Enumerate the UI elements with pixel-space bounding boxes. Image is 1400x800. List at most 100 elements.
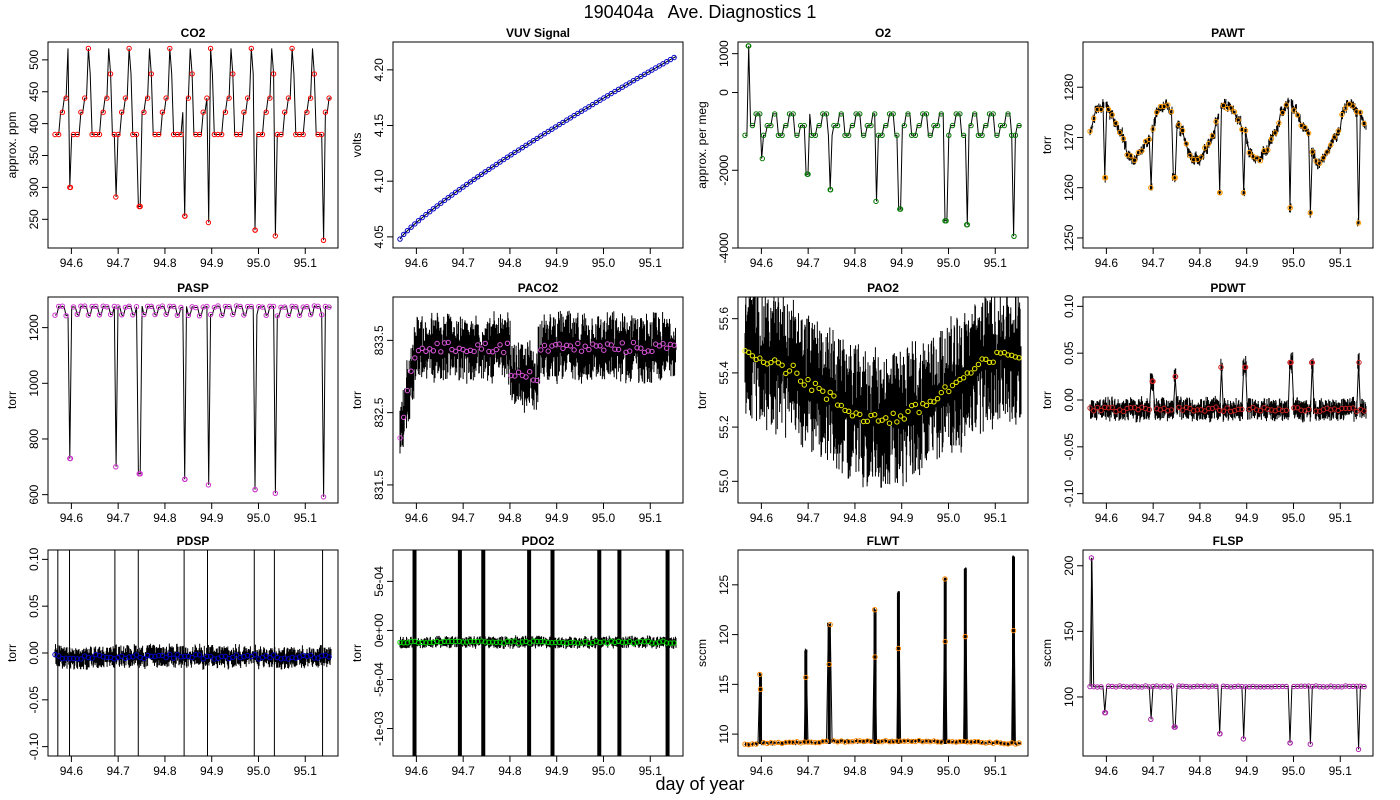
data-point: [742, 132, 748, 139]
data-point: [1246, 684, 1253, 690]
data-point: [564, 342, 570, 348]
data-point: [783, 370, 789, 377]
data-point: [300, 131, 306, 138]
data-point: [423, 640, 429, 646]
data-point: [1361, 684, 1367, 690]
y-tick-label: -0.05: [27, 686, 41, 714]
data-point: [575, 340, 581, 347]
data-point: [905, 111, 911, 117]
data-point: [282, 655, 288, 661]
data-point: [1228, 105, 1234, 111]
data-point: [512, 373, 518, 379]
data-point: [842, 132, 848, 139]
data-point: [597, 97, 603, 103]
x-tick-label: 94.9: [890, 764, 914, 778]
data-point: [148, 653, 155, 659]
data-point: [1091, 408, 1097, 414]
data-point: [764, 122, 770, 129]
data-point: [1302, 683, 1308, 689]
data-point: [1235, 406, 1241, 412]
data-point: [497, 342, 503, 348]
x-tick-label: 94.7: [796, 256, 820, 270]
data-point: [508, 152, 514, 158]
data-point: [656, 639, 662, 645]
data-point: [1117, 129, 1123, 136]
data-point: [872, 607, 878, 613]
data-point: [56, 303, 62, 310]
data-point: [289, 303, 295, 309]
panel-title: PASP: [177, 281, 209, 295]
data-point: [1087, 128, 1093, 135]
data-point: [1001, 741, 1007, 747]
y-axis-label: torr: [350, 644, 364, 662]
data-point: [1016, 740, 1022, 746]
panel-title: PDO2: [522, 534, 555, 548]
data-point: [979, 739, 985, 746]
data-point: [59, 109, 66, 115]
data-point: [415, 218, 422, 224]
data-point: [997, 350, 1004, 356]
data-point: [753, 741, 759, 747]
data-point: [107, 311, 114, 318]
data-point: [1135, 684, 1141, 690]
data-point: [464, 639, 470, 645]
data-point: [912, 738, 919, 745]
data-point: [219, 312, 225, 318]
data-point: [645, 348, 651, 354]
data-point-dip: [1242, 364, 1248, 370]
data-point: [1087, 405, 1093, 411]
data-point: [215, 131, 221, 138]
y-tick-label: 0.10: [1062, 294, 1076, 318]
data-point: [1128, 405, 1134, 411]
data-point: [289, 654, 295, 661]
data-point: [307, 95, 314, 101]
y-tick-label: 0: [717, 89, 731, 96]
data-point: [997, 740, 1004, 746]
data-point: [497, 159, 503, 165]
data-point: [1139, 148, 1145, 154]
x-tick-label: 94.8: [498, 764, 522, 778]
data-point: [649, 348, 655, 355]
y-tick-label: 110: [717, 724, 731, 743]
panel-o2: O2 approx. per meg 94.6 94.7 94.8 94.9 95.0 95.…: [695, 26, 1029, 270]
data-point: [1357, 683, 1364, 689]
data-point: [627, 348, 633, 354]
data-point: [1209, 133, 1216, 139]
data-point: [185, 95, 192, 101]
data-point: [779, 132, 785, 139]
data-point: [412, 221, 418, 227]
data-point: [293, 304, 299, 310]
data-point: [1168, 407, 1175, 413]
data-point: [827, 389, 833, 395]
data-point: [1105, 106, 1112, 113]
data-point: [582, 343, 588, 349]
data-point: [285, 312, 292, 319]
data-point: [1109, 404, 1115, 411]
data-point: [1361, 408, 1367, 414]
data-point: [556, 639, 562, 645]
data-point: [538, 133, 544, 139]
data-point: [864, 738, 870, 744]
data-point: [1146, 136, 1153, 143]
data-point: [1165, 102, 1171, 108]
x-tick-label: 94.6: [1095, 256, 1119, 270]
x-tick-label: 94.7: [451, 256, 475, 270]
data-point: [475, 638, 481, 645]
data-point: [927, 132, 933, 139]
data-point: [990, 111, 996, 117]
data-point: [742, 741, 748, 747]
data-point: [1098, 684, 1104, 690]
data-point: [1339, 405, 1345, 412]
y-tick-label: 450: [27, 81, 41, 101]
data-point: [612, 346, 618, 352]
data-point: [170, 131, 177, 138]
data-point: [185, 312, 192, 318]
panel-pasp: PASP torr 94.6 94.7 94.8 94.9 95.0 95.1 600 800 10…: [5, 281, 339, 525]
data-point: [1276, 120, 1282, 126]
data-point-dip: [1010, 627, 1017, 634]
y-tick-label: 0.05: [27, 594, 41, 618]
data-point: [1257, 684, 1264, 690]
data-point: [1001, 349, 1007, 356]
data-point: [319, 131, 325, 138]
data-point: [1105, 405, 1112, 411]
